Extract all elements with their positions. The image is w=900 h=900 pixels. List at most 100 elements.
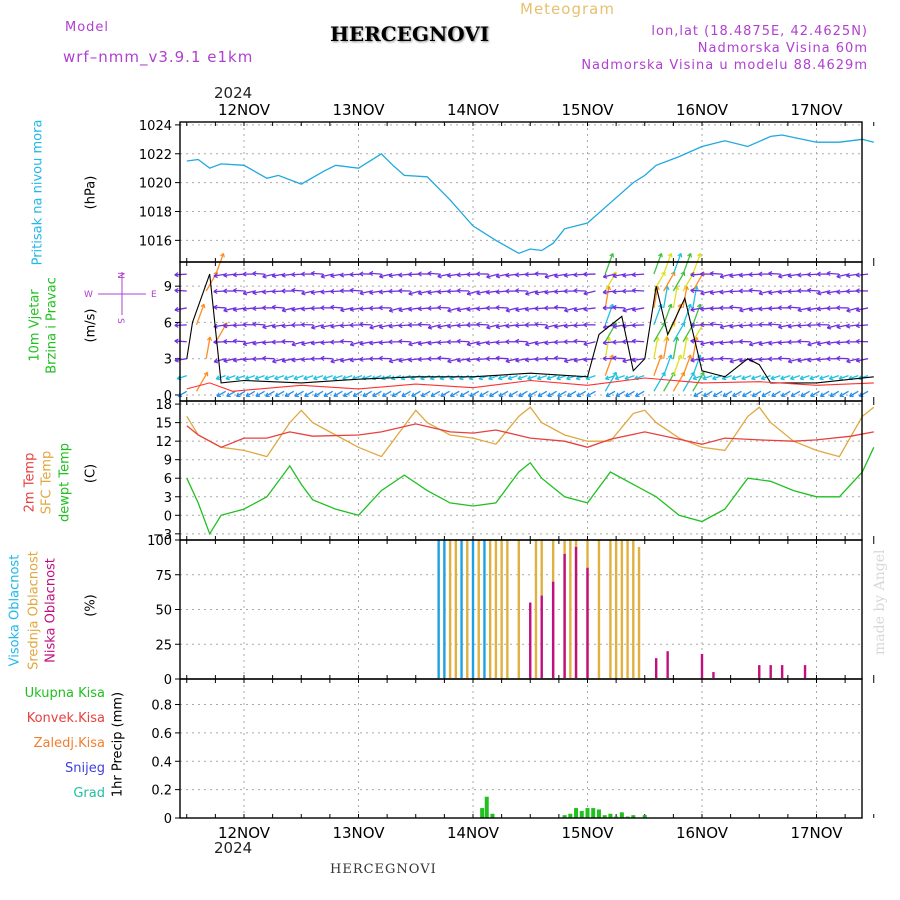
wind-arrow-head <box>476 292 481 296</box>
wind-arrow <box>848 375 859 380</box>
wind-arrow-head <box>200 303 205 308</box>
wind-arrow-head <box>709 343 715 346</box>
wind-arrow-head <box>369 342 374 346</box>
wind-arrow <box>274 375 285 380</box>
wind-arrow-head <box>391 378 396 381</box>
wind-arrow <box>719 324 732 329</box>
wind-arrow-head <box>272 361 277 364</box>
wind-arrow <box>401 390 411 397</box>
wind-arrow-head <box>466 273 471 277</box>
wind-arrow <box>340 358 353 362</box>
wind-arrow-head <box>790 378 795 381</box>
wind-arrow-head <box>313 378 318 381</box>
wind-arrow <box>311 290 324 294</box>
cloud-bar <box>448 540 452 678</box>
wind-arrow-head <box>476 308 481 312</box>
wind-arrow-head <box>602 357 607 362</box>
wind-arrow-head <box>320 326 325 330</box>
wind-arrow <box>498 375 509 380</box>
wind-arrow <box>281 358 294 362</box>
wind-arrow <box>692 303 701 326</box>
wind-arrow-head <box>751 378 756 381</box>
wind-arrow-head <box>330 306 335 310</box>
wind-arrow-head <box>667 252 672 257</box>
precip-bar <box>579 810 584 818</box>
wind-arrow-head <box>807 344 812 347</box>
wind-arrow-head <box>417 358 422 362</box>
wind-arrow-head <box>488 378 493 381</box>
ytick-label-cloud: 25 <box>155 638 172 653</box>
wind-arrow <box>408 290 421 295</box>
wind-arrow <box>663 271 676 292</box>
wind-arrow <box>700 290 713 295</box>
wind-arrow-head <box>687 303 692 308</box>
wind-arrow <box>615 390 626 397</box>
precip-bar <box>568 813 573 818</box>
wind-arrow-head <box>748 274 753 278</box>
wind-arrow <box>693 390 703 397</box>
wind-arrow-head <box>389 361 394 364</box>
wind-arrow-head <box>583 308 588 312</box>
wind-arrow-head <box>677 303 682 308</box>
wind-arrow <box>466 341 479 346</box>
wind-arrow-head <box>797 274 802 278</box>
ytick-label-temp: 3 <box>164 491 172 506</box>
wind-arrow-head <box>271 341 276 345</box>
cloud-bar <box>500 540 503 678</box>
ytick-label-precip: 0.2 <box>151 784 172 799</box>
wind-arrow-head <box>310 342 316 346</box>
wind-arrow <box>304 390 314 397</box>
wind-arrow <box>537 375 548 380</box>
wind-arrow-head <box>761 378 766 381</box>
wind-arrow <box>457 307 470 311</box>
wind-arrow-head <box>554 357 558 361</box>
wind-arrow <box>749 307 762 311</box>
wind-arrow <box>768 323 781 326</box>
wind-arrow <box>515 340 528 343</box>
wind-arrow <box>729 324 742 328</box>
wind-arrow-head <box>719 291 724 295</box>
wind-arrow-head <box>252 292 257 296</box>
wind-arrow <box>554 273 567 278</box>
wind-arrow-head <box>301 293 306 296</box>
wind-arrow-head <box>709 358 714 362</box>
wind-arrow <box>556 375 567 380</box>
wind-arrow-head <box>777 357 782 361</box>
wind-arrow-head <box>534 292 540 296</box>
wind-arrow-head <box>401 378 406 381</box>
wind-arrow <box>615 375 625 380</box>
wind-arrow <box>243 341 256 345</box>
wind-arrow-head <box>495 291 500 295</box>
wind-arrow <box>372 390 382 397</box>
wind-arrow <box>672 336 678 359</box>
precip-bar <box>574 808 579 818</box>
wind-arrow-head <box>378 307 383 311</box>
wind-arrow-head <box>330 275 335 279</box>
wind-arrow-head <box>855 340 860 345</box>
wind-arrow <box>778 273 791 278</box>
wind-arrow-head <box>408 344 413 347</box>
wind-arrow-head <box>778 276 783 279</box>
wind-arrow <box>741 375 752 380</box>
wind-arrow <box>612 324 625 328</box>
wind-arrow-head <box>232 324 237 328</box>
wind-arrow-head <box>204 253 205 257</box>
wind-arrow <box>398 358 411 362</box>
wind-arrow <box>810 390 820 397</box>
wind-arrow-head <box>807 359 812 363</box>
wind-arrow-head <box>719 357 724 362</box>
wind-arrow-head <box>505 360 510 364</box>
cloud-bar <box>443 540 446 678</box>
cloud-bar <box>483 540 486 678</box>
wind-arrow-head <box>223 360 228 364</box>
wind-arrow-head <box>211 355 214 358</box>
wind-arrow-head <box>262 307 267 311</box>
wind-arrow-head <box>609 303 614 308</box>
wind-arrow-head <box>563 325 569 329</box>
wind-arrow-head <box>838 378 844 381</box>
wind-arrow-head <box>300 273 306 277</box>
wind-arrow <box>236 390 246 397</box>
wind-arrow <box>710 290 723 294</box>
cloud-bar <box>563 553 566 678</box>
cloud-bar <box>609 540 612 678</box>
